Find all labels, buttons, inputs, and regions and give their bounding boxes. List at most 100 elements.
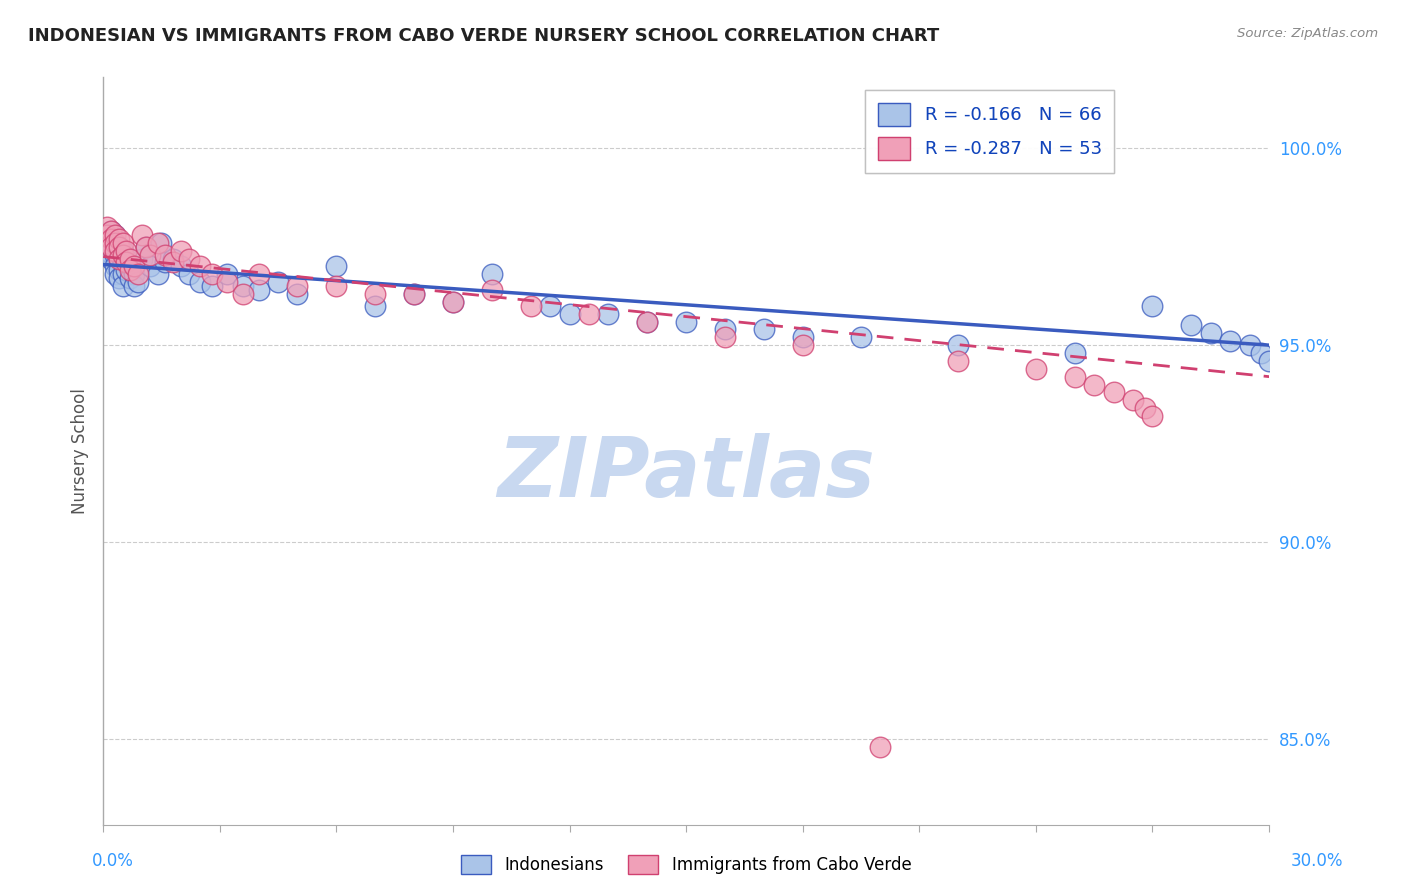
- Point: [170, 244, 193, 258]
- Point: [104, 244, 127, 258]
- Point: [104, 267, 127, 281]
- Point: [364, 299, 387, 313]
- Point: [287, 279, 309, 293]
- Point: [714, 330, 737, 344]
- Point: [538, 299, 561, 313]
- Point: [107, 252, 129, 266]
- Point: [849, 330, 872, 344]
- Point: [96, 220, 118, 235]
- Point: [122, 279, 145, 293]
- Point: [107, 271, 129, 285]
- Point: [402, 287, 425, 301]
- Point: [120, 260, 142, 274]
- Point: [120, 263, 142, 277]
- Point: [135, 240, 157, 254]
- Point: [115, 263, 138, 277]
- Point: [111, 247, 134, 261]
- Point: [100, 240, 122, 254]
- Point: [155, 247, 177, 261]
- Point: [104, 247, 127, 261]
- Point: [481, 267, 503, 281]
- Point: [100, 232, 122, 246]
- Point: [1239, 338, 1261, 352]
- Point: [1102, 385, 1125, 400]
- Point: [111, 235, 134, 250]
- Point: [325, 260, 347, 274]
- Point: [96, 235, 118, 250]
- Point: [135, 240, 157, 254]
- Point: [946, 338, 969, 352]
- Text: Source: ZipAtlas.com: Source: ZipAtlas.com: [1237, 27, 1378, 40]
- Point: [115, 255, 138, 269]
- Point: [232, 287, 254, 301]
- Point: [232, 279, 254, 293]
- Point: [127, 275, 149, 289]
- Point: [201, 279, 224, 293]
- Point: [120, 252, 142, 266]
- Point: [1083, 377, 1105, 392]
- Point: [127, 267, 149, 281]
- Point: [714, 322, 737, 336]
- Legend: R = -0.166   N = 66, R = -0.287   N = 53: R = -0.166 N = 66, R = -0.287 N = 53: [865, 90, 1115, 173]
- Point: [267, 275, 290, 289]
- Point: [100, 252, 122, 266]
- Y-axis label: Nursery School: Nursery School: [72, 389, 89, 515]
- Point: [122, 267, 145, 281]
- Point: [675, 314, 697, 328]
- Point: [1025, 361, 1047, 376]
- Point: [247, 283, 270, 297]
- Point: [201, 267, 224, 281]
- Point: [1199, 326, 1222, 341]
- Point: [441, 294, 464, 309]
- Point: [107, 240, 129, 254]
- Text: ZIPatlas: ZIPatlas: [498, 434, 875, 515]
- Point: [792, 338, 814, 352]
- Point: [1219, 334, 1241, 349]
- Point: [188, 275, 211, 289]
- Point: [115, 252, 138, 266]
- Point: [402, 287, 425, 301]
- Point: [120, 271, 142, 285]
- Point: [131, 227, 153, 242]
- Point: [869, 739, 891, 754]
- Point: [111, 255, 134, 269]
- Text: INDONESIAN VS IMMIGRANTS FROM CABO VERDE NURSERY SCHOOL CORRELATION CHART: INDONESIAN VS IMMIGRANTS FROM CABO VERDE…: [28, 27, 939, 45]
- Point: [107, 240, 129, 254]
- Point: [1133, 401, 1156, 416]
- Point: [104, 235, 127, 250]
- Point: [96, 244, 118, 258]
- Point: [96, 227, 118, 242]
- Point: [1142, 299, 1164, 313]
- Point: [104, 260, 127, 274]
- Point: [1142, 409, 1164, 423]
- Text: 30.0%: 30.0%: [1291, 852, 1343, 870]
- Point: [636, 314, 658, 328]
- Point: [100, 232, 122, 246]
- Point: [519, 299, 541, 313]
- Point: [1063, 346, 1085, 360]
- Point: [96, 235, 118, 250]
- Point: [364, 287, 387, 301]
- Point: [1258, 354, 1281, 368]
- Point: [111, 267, 134, 281]
- Point: [1063, 369, 1085, 384]
- Point: [217, 275, 239, 289]
- Point: [139, 260, 162, 274]
- Point: [162, 255, 184, 269]
- Point: [325, 279, 347, 293]
- Point: [100, 224, 122, 238]
- Point: [481, 283, 503, 297]
- Point: [146, 235, 169, 250]
- Point: [188, 260, 211, 274]
- Point: [104, 227, 127, 242]
- Point: [115, 244, 138, 258]
- Point: [107, 252, 129, 266]
- Point: [177, 252, 200, 266]
- Point: [287, 287, 309, 301]
- Point: [155, 255, 177, 269]
- Point: [558, 307, 581, 321]
- Point: [247, 267, 270, 281]
- Point: [122, 260, 145, 274]
- Point: [598, 307, 620, 321]
- Point: [100, 224, 122, 238]
